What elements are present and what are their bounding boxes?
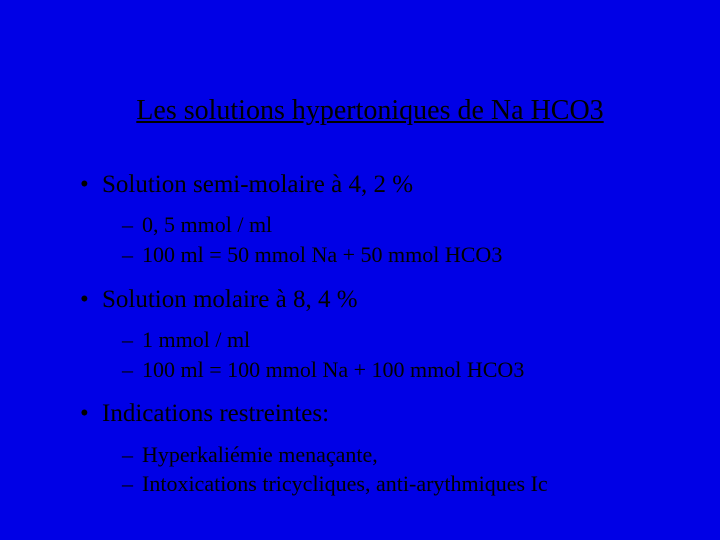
- bullet-text: Solution molaire à 8, 4 %: [102, 286, 358, 313]
- sub-bullet-text: 1 mmol / ml: [142, 327, 250, 352]
- sub-bullet-text: 0, 5 mmol / ml: [142, 212, 272, 237]
- bullet-text: Solution semi-molaire à 4, 2 %: [102, 171, 413, 198]
- bullet-item: Indications restreintes:: [80, 398, 650, 429]
- sub-bullet-item: 1 mmol / ml: [80, 325, 650, 355]
- sub-bullet-item: Intoxications tricycliques, anti-arythmi…: [80, 469, 650, 499]
- slide: Les solutions hypertoniques de Na HCO3 S…: [0, 0, 720, 540]
- sub-bullet-item: 100 ml = 50 mmol Na + 50 mmol HCO3: [80, 240, 650, 270]
- sub-bullet-item: 100 ml = 100 mmol Na + 100 mmol HCO3: [80, 355, 650, 385]
- sub-bullet-text: Hyperkaliémie menaçante,: [142, 442, 378, 467]
- sub-bullet-text: Intoxications tricycliques, anti-arythmi…: [142, 471, 548, 496]
- slide-title: Les solutions hypertoniques de Na HCO3: [80, 95, 650, 127]
- bullet-item: Solution semi-molaire à 4, 2 %: [80, 169, 650, 200]
- sub-bullet-text: 100 ml = 50 mmol Na + 50 mmol HCO3: [142, 242, 502, 267]
- sub-bullet-text: 100 ml = 100 mmol Na + 100 mmol HCO3: [142, 357, 524, 382]
- bullet-item: Solution molaire à 8, 4 %: [80, 284, 650, 315]
- sub-bullet-item: Hyperkaliémie menaçante,: [80, 440, 650, 470]
- bullet-text: Indications restreintes:: [102, 400, 329, 427]
- sub-bullet-item: 0, 5 mmol / ml: [80, 210, 650, 240]
